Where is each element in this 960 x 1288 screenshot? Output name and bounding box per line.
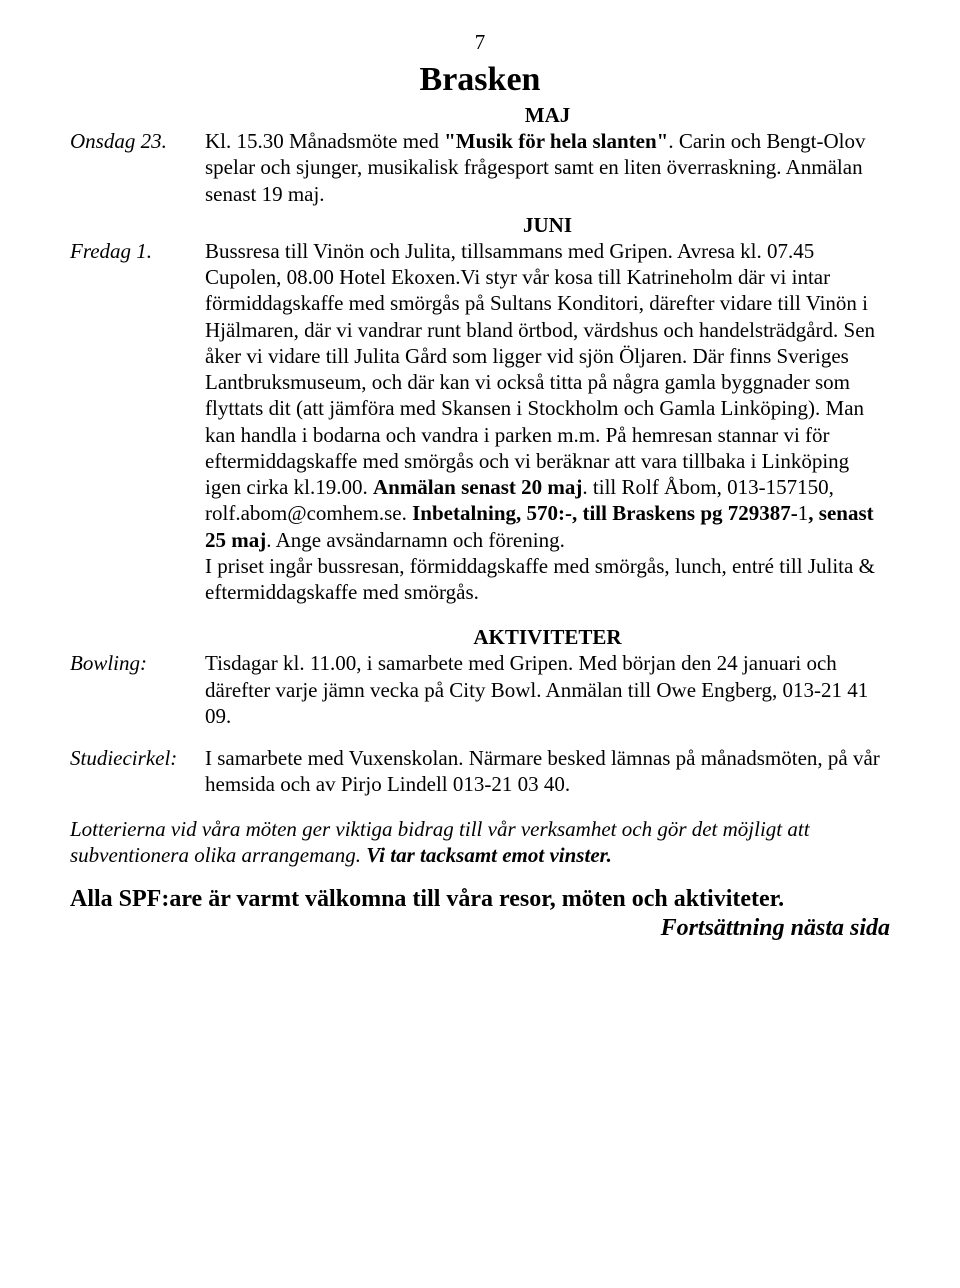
entry-studiecirkel: Studiecirkel: I samarbete med Vuxenskola… <box>70 745 890 798</box>
lotteri-paragraph: Lotterierna vid våra möten ger viktiga b… <box>70 816 890 869</box>
entry-body: Bussresa till Vinön och Julita, tillsamm… <box>205 238 890 606</box>
text: Kl. 15.30 Månadsmöte med <box>205 129 444 153</box>
entry-bowling: Bowling: Tisdagar kl. 11.00, i samarbete… <box>70 650 890 729</box>
entry-label: Onsdag 23. <box>70 128 205 154</box>
text-bold-italic: Vi tar tacksamt emot vinster. <box>361 843 612 867</box>
text: Bussresa till Vinön och Julita, tillsamm… <box>205 239 875 499</box>
entry-maj: Onsdag 23. Kl. 15.30 Månadsmöte med "Mus… <box>70 128 890 207</box>
text-bold: Inbetalning, 570:-, till Braskens pg 729… <box>412 501 798 525</box>
text-bold: Anmälan senast 20 maj <box>373 475 582 499</box>
entry-body: Tisdagar kl. 11.00, i samarbete med Grip… <box>205 650 890 729</box>
text: 1 <box>798 501 809 525</box>
document-page: 7 Brasken MAJ Onsdag 23. Kl. 15.30 Månad… <box>0 0 960 1288</box>
page-title: Brasken <box>70 61 890 99</box>
entry-body: I samarbete med Vuxenskolan. Närmare bes… <box>205 745 890 798</box>
entry-label: Fredag 1. <box>70 238 205 264</box>
welcome-line: Alla SPF:are är varmt välkomna till våra… <box>70 886 890 913</box>
page-number: 7 <box>70 30 890 55</box>
entry-label: Studiecirkel: <box>70 745 205 771</box>
month-header-maj: MAJ <box>205 103 890 128</box>
continuation-line: Fortsättning nästa sida <box>70 915 890 942</box>
entry-juni: Fredag 1. Bussresa till Vinön och Julita… <box>70 238 890 606</box>
month-header-juni: JUNI <box>205 213 890 238</box>
entry-label: Bowling: <box>70 650 205 676</box>
aktiviteter-header: AKTIVITETER <box>205 625 890 650</box>
entry-body: Kl. 15.30 Månadsmöte med "Musik för hela… <box>205 128 890 207</box>
text: . Ange avsändarnamn och förening. <box>266 528 565 552</box>
text-bold: "Musik för hela slanten" <box>444 129 668 153</box>
text: I priset ingår bussresan, förmiddagskaff… <box>205 554 875 604</box>
